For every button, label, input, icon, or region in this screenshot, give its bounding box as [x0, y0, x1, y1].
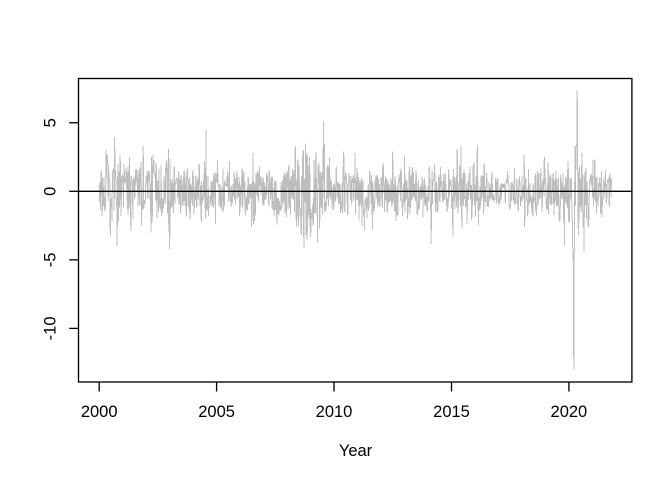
svg-text:2020: 2020	[551, 403, 588, 421]
svg-text:5: 5	[41, 118, 59, 127]
svg-text:-10: -10	[41, 316, 59, 340]
svg-text:Year: Year	[339, 442, 373, 460]
svg-text:2015: 2015	[433, 403, 470, 421]
svg-text:2005: 2005	[198, 403, 235, 421]
svg-text:0: 0	[41, 187, 59, 196]
svg-text:2000: 2000	[81, 403, 118, 421]
svg-text:-5: -5	[41, 253, 59, 268]
svg-text:2010: 2010	[316, 403, 353, 421]
